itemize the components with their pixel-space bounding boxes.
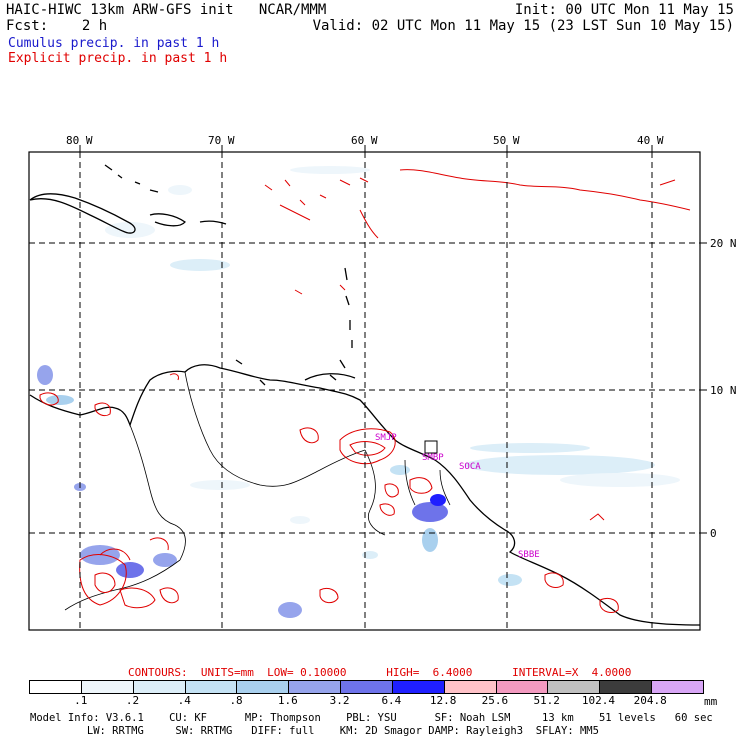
country-borders xyxy=(64,371,451,611)
precip-colorbar xyxy=(29,680,704,694)
colorbar-segment xyxy=(289,681,342,693)
lon-label: 60 W xyxy=(351,134,378,147)
init-time: Init: 00 UTC Mon 11 May 15 xyxy=(514,2,734,18)
lon-label: 50 W xyxy=(493,134,520,147)
valid-time: Valid: 02 UTC Mon 11 May 15 (23 LST Sun … xyxy=(312,18,734,34)
colorbar-segment xyxy=(652,681,703,693)
colorbar-label: 102.4 xyxy=(581,694,616,707)
colorbar-segment xyxy=(185,681,238,693)
tick-marks xyxy=(79,145,707,534)
colorbar-label: 51.2 xyxy=(533,694,560,707)
lat-label: 10 N xyxy=(710,384,737,397)
colorbar-label: .2 xyxy=(125,694,140,707)
axis-labels: 80 W 70 W 60 W 50 W 40 W 20 N 10 N 0 xyxy=(66,134,737,540)
lon-label: 80 W xyxy=(66,134,93,147)
graticule xyxy=(29,152,700,630)
colorbar-segment xyxy=(341,681,393,693)
colorbar-label: 1.6 xyxy=(277,694,298,707)
colorbar-label: .4 xyxy=(177,694,191,707)
model-info-line2: LW: RRTMG SW: RRTMG DIFF: full KM: 2D Sm… xyxy=(30,725,599,737)
colorbar-segment xyxy=(133,681,186,693)
domain-marker xyxy=(424,440,438,454)
colorbar-segment xyxy=(496,681,549,693)
colorbar-unit: mm xyxy=(704,695,718,708)
colorbar-label: .1 xyxy=(74,694,88,707)
colorbar-segment xyxy=(30,681,82,693)
explicit-precip-legend: Explicit precip. in past 1 h xyxy=(8,51,228,66)
cumulus-precip-legend: Cumulus precip. in past 1 h xyxy=(8,36,220,51)
station-label: SOCA xyxy=(459,462,481,472)
station-labels: SMJP SMBP SOCA SBBE xyxy=(375,433,540,560)
lon-label: 40 W xyxy=(637,134,664,147)
contour-info: CONTOURS: UNITS=mm LOW= 0.10000 HIGH= 6.… xyxy=(128,666,632,679)
colorbar-segment xyxy=(548,681,601,693)
station-label: SBBE xyxy=(518,550,540,560)
lat-label: 0 xyxy=(710,527,717,540)
forecast-hour: Fcst: 2 h xyxy=(6,18,108,34)
colorbar-label: 25.6 xyxy=(481,694,509,707)
model-title: HAIC-HIWC 13km ARW-GFS init NCAR/MMM xyxy=(6,2,327,18)
colorbar-label: 3.2 xyxy=(329,694,350,707)
model-info-line1: Model Info: V3.6.1 CU: KF MP: Thompson P… xyxy=(30,712,713,724)
coastlines xyxy=(29,164,701,626)
explicit-precip-contours xyxy=(39,169,691,613)
colorbar-label: 204.8 xyxy=(633,694,667,707)
colorbar-segment xyxy=(81,681,134,693)
colorbar-segment xyxy=(392,681,445,693)
colorbar-label: 6.4 xyxy=(381,694,402,707)
lat-label: 20 N xyxy=(710,237,737,250)
station-label: SMJP xyxy=(375,433,397,443)
colorbar-segment xyxy=(444,681,497,693)
colorbar-label: 12.8 xyxy=(429,694,457,707)
colorbar-segment xyxy=(237,681,290,693)
station-label: SMBP xyxy=(422,453,444,463)
colorbar-label: .8 xyxy=(229,694,243,707)
colorbar-segment xyxy=(600,681,653,693)
lon-label: 70 W xyxy=(208,134,235,147)
